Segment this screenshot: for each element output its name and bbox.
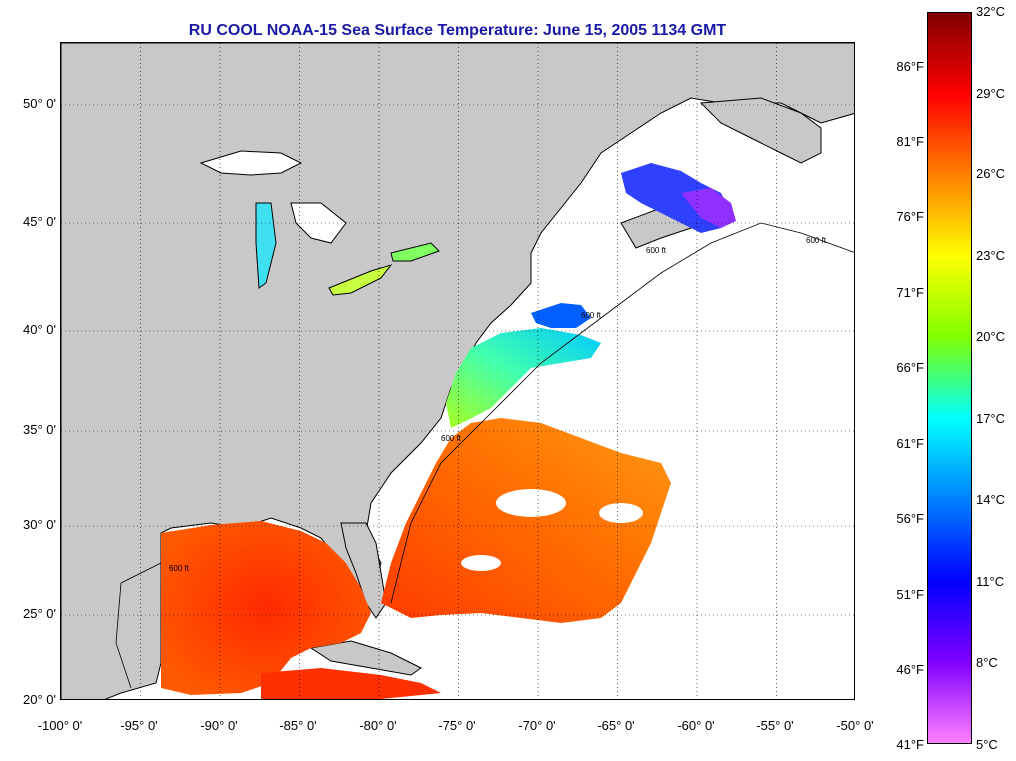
sst-gulf-of-maine [531, 303, 591, 328]
land-newfoundland [699, 97, 822, 164]
sst-mid-atlantic [446, 328, 601, 428]
lake-erie [328, 264, 393, 296]
colorbar-c-label: 26°C [976, 166, 1006, 181]
colorbar-c-label: 20°C [976, 329, 1006, 344]
lake-michigan [255, 202, 277, 289]
colorbar-c-label: 17°C [976, 411, 1006, 426]
lon-tick-label: -50° 0' [836, 718, 874, 733]
colorbar-c-label: 23°C [976, 248, 1006, 263]
lon-tick-label: -100° 0' [37, 718, 83, 733]
colorbar-f-label: 86°F [896, 59, 924, 74]
lon-tick-label: -60° 0' [677, 718, 715, 733]
lat-tick-label: 35° 0' [23, 422, 56, 437]
colorbar-c-label: 8°C [976, 655, 998, 670]
lon-tick-label: -90° 0' [200, 718, 238, 733]
land-cuba [309, 640, 422, 676]
lon-tick-label: -55° 0' [756, 718, 794, 733]
colorbar-c-label: 14°C [976, 492, 1006, 507]
grid-lines [61, 43, 854, 699]
isobath-label: 600 ft [441, 434, 462, 443]
isobath-label: 600 ft [646, 246, 667, 255]
isobath-label: 600 ft [581, 311, 602, 320]
land-florida [340, 522, 387, 619]
colorbar-f-label: 51°F [896, 587, 924, 602]
lon-tick-label: -75° 0' [438, 718, 476, 733]
lon-tick-label: -70° 0' [518, 718, 556, 733]
lon-tick-label: -85° 0' [279, 718, 317, 733]
lat-tick-label: 50° 0' [23, 96, 56, 111]
colorbar-f-label: 71°F [896, 285, 924, 300]
lon-tick-label: -65° 0' [597, 718, 635, 733]
sst-gulf [161, 521, 371, 695]
colorbar-c-label: 5°C [976, 737, 998, 752]
colorbar-c-label: 32°C [976, 4, 1006, 19]
sst-map: 600 ft 600 ft 600 ft 600 ft 600 ft [60, 42, 855, 700]
lake-superior [199, 150, 303, 176]
lat-tick-label: 25° 0' [23, 606, 56, 621]
temperature-colorbar [927, 12, 972, 744]
sst-atlantic [381, 418, 671, 623]
lat-tick-label: 20° 0' [23, 692, 56, 707]
colorbar-f-label: 46°F [896, 662, 924, 677]
lat-tick-label: 40° 0' [23, 322, 56, 337]
lon-tick-label: -95° 0' [120, 718, 158, 733]
lake-huron [290, 202, 347, 244]
colorbar-f-label: 61°F [896, 436, 924, 451]
lon-tick-label: -80° 0' [359, 718, 397, 733]
colorbar-f-label: 81°F [896, 134, 924, 149]
lat-tick-label: 45° 0' [23, 214, 56, 229]
isobath-label: 600 ft [169, 564, 190, 573]
lake-ontario [390, 242, 440, 262]
colorbar-f-label: 41°F [896, 737, 924, 752]
colorbar-f-label: 76°F [896, 209, 924, 224]
lat-tick-label: 30° 0' [23, 517, 56, 532]
colorbar-c-label: 29°C [976, 86, 1006, 101]
colorbar-f-label: 56°F [896, 511, 924, 526]
colorbar-c-label: 11°C [976, 574, 1005, 589]
colorbar-f-label: 66°F [896, 360, 924, 375]
map-title: RU COOL NOAA-15 Sea Surface Temperature:… [188, 22, 727, 39]
sst-caribbean [261, 668, 441, 699]
isobath-label: 600 ft [806, 236, 827, 245]
